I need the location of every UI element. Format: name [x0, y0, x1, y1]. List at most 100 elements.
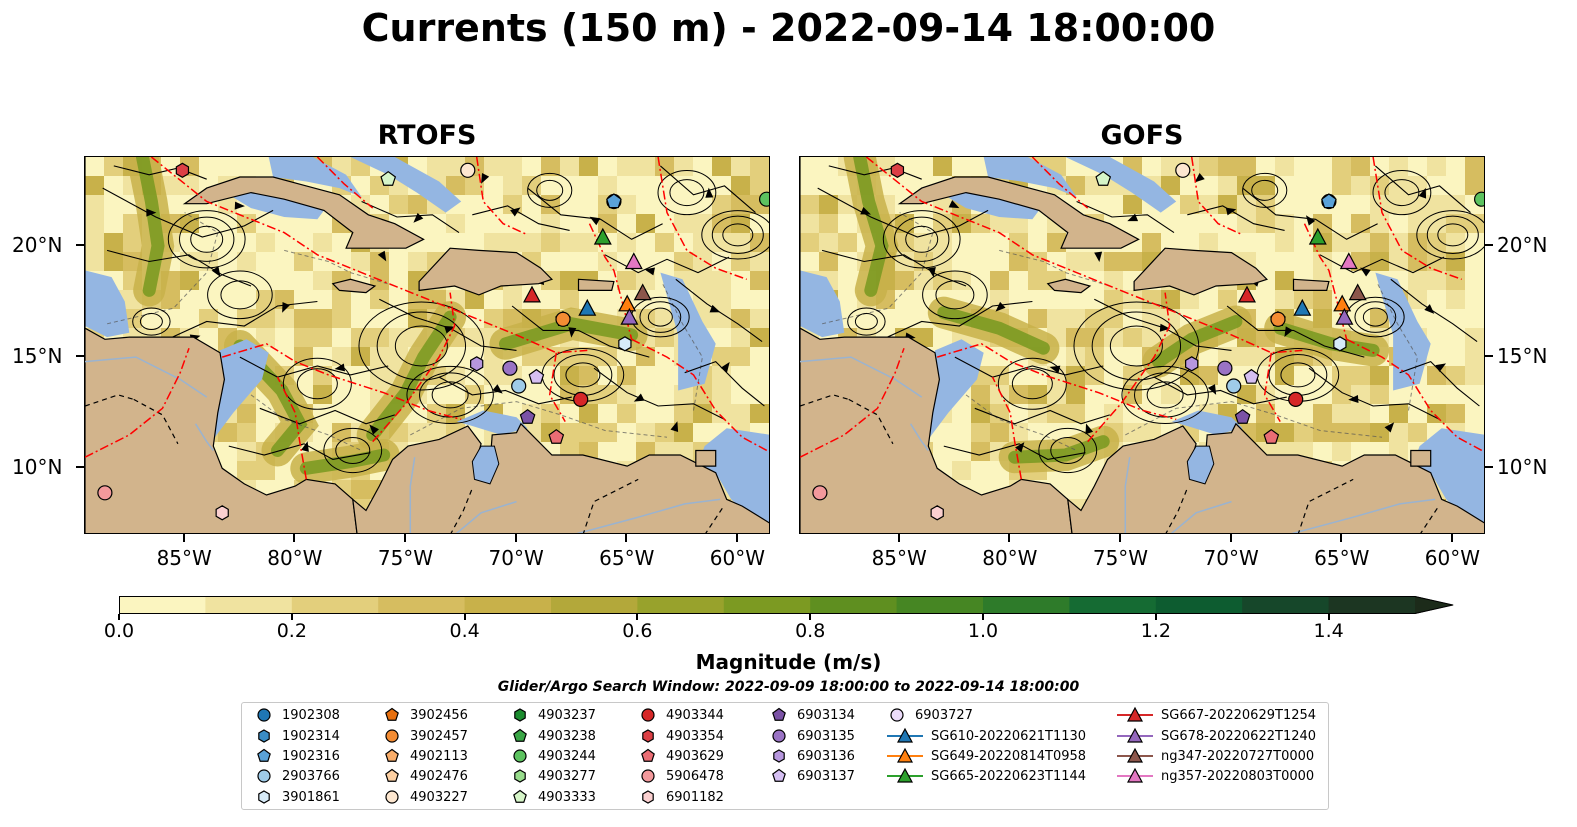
legend-marker-icon — [1117, 727, 1153, 743]
streamline-arrow — [633, 393, 645, 402]
lat-tick-mark — [1485, 466, 1493, 469]
streamline-arrow — [413, 212, 424, 223]
depth-contour — [965, 394, 1077, 451]
eddy-streamline — [1121, 365, 1209, 425]
land-puertoRico — [577, 278, 615, 291]
marker-4903244 — [759, 191, 769, 207]
eddy-streamline — [922, 270, 988, 320]
eddy-streamline — [854, 313, 878, 331]
eez-boundary — [800, 347, 905, 458]
eddy-streamline — [167, 210, 246, 269]
border-line — [1297, 478, 1354, 533]
streamline — [106, 249, 252, 287]
legend-item: SG610-20220621T1130 — [887, 726, 1086, 746]
streamline — [1242, 187, 1378, 240]
lon-tick-label: 70°W — [1203, 546, 1259, 570]
marker-ng357-20220803T0000 — [1339, 252, 1358, 270]
eez-boundary — [991, 376, 1023, 480]
legend-item: 4903227 — [382, 787, 468, 807]
map-canvas — [800, 157, 1484, 533]
streamline-arrow — [1435, 363, 1447, 373]
legend-marker-icon — [513, 749, 527, 763]
map-panel-rtofs[interactable] — [84, 156, 770, 534]
legend: 1902308 1902314 1902316 2903766 3901861 39024… — [241, 702, 1329, 810]
eddy-streamline — [639, 301, 682, 333]
colorbar-title: Magnitude (m/s) — [695, 650, 882, 674]
colorbar-segment — [205, 596, 293, 614]
eez-boundary — [150, 157, 588, 354]
river — [1291, 498, 1436, 533]
current-jet-core — [299, 448, 391, 475]
eddy-streamline — [1372, 169, 1432, 216]
search-window-text: Glider/Argo Search Window: 2022-09-09 18… — [497, 679, 1080, 695]
river — [1124, 457, 1131, 533]
streamline-arrow — [995, 301, 1006, 312]
legend-label: 1902314 — [282, 728, 340, 744]
legend-label: 5906478 — [666, 768, 724, 784]
current-jet-core — [853, 157, 889, 297]
legend-marker-icon — [887, 747, 923, 763]
eddy-streamline — [1362, 307, 1388, 327]
marker-SG665-20220623T1144 — [593, 227, 612, 245]
eez-boundary — [657, 157, 747, 281]
eez-boundary — [1263, 352, 1281, 422]
river — [409, 457, 416, 533]
legend-marker-icon — [385, 707, 399, 721]
streamline — [877, 300, 1033, 343]
colorbar-extend-arrow — [1415, 596, 1454, 614]
legend-marker-icon — [887, 767, 923, 783]
land-hispaniola — [1133, 247, 1269, 296]
marker-SG665-20220623T1144 — [1308, 227, 1327, 245]
legend-item: 5906478 — [638, 766, 724, 786]
colorbar-segment — [810, 596, 898, 614]
eez-boundary — [276, 376, 308, 480]
legend-marker-icon — [513, 789, 527, 803]
legend-label: ng357-20220803T0000 — [1161, 768, 1315, 784]
legend-marker-icon — [641, 769, 655, 783]
streamline — [239, 356, 389, 378]
map-canvas — [85, 157, 769, 533]
legend-marker-icon — [258, 790, 270, 804]
shallow-water-area — [928, 339, 984, 440]
marker-3901861 — [1333, 336, 1347, 352]
lat-tick-label: 10°N — [12, 455, 63, 480]
eddy-streamline — [1011, 368, 1053, 400]
legend-label: 4903237 — [538, 707, 596, 723]
lat-tick-label: 15°N — [12, 344, 63, 369]
colorbar-tick-label: 0.6 — [622, 620, 653, 642]
legend-label: 6903136 — [797, 748, 855, 764]
legend-marker-icon — [514, 769, 526, 783]
colorbar-segment — [1328, 596, 1416, 614]
marker-ng347-20220727T0000 — [633, 283, 652, 301]
legend-marker-icon — [513, 728, 527, 742]
current-jet-core — [1273, 321, 1380, 357]
eez-boundary — [1087, 292, 1171, 443]
shallow-water-area — [456, 410, 528, 435]
eddy-streamline — [894, 216, 950, 262]
legend-item: 4903244 — [510, 746, 596, 766]
marker-ng357-20220803T0000 — [624, 252, 643, 270]
streamline-arrow — [234, 201, 245, 210]
streamline-arrow — [334, 363, 346, 372]
legend-label: 6903135 — [797, 728, 855, 744]
legend-label: 1902316 — [282, 748, 340, 764]
legend-label: 4903238 — [538, 728, 596, 744]
streamline-arrow — [1207, 384, 1217, 395]
land-cuba — [897, 176, 1140, 249]
streamline-arrow — [1305, 215, 1316, 226]
legend-item: SG649-20220814T0958 — [887, 746, 1086, 766]
marker-4903344 — [1288, 391, 1304, 407]
lat-tick-label: 15°N — [1497, 344, 1548, 369]
streamline — [162, 300, 318, 343]
eddy-streamline — [1416, 210, 1484, 260]
marker-SG649-20220814T0958 — [1333, 294, 1352, 312]
legend-label: 6903727 — [915, 707, 973, 723]
colorbar-tick-mark — [1327, 614, 1330, 620]
map-panel-gofs[interactable] — [799, 156, 1485, 534]
legend-label: 4902113 — [410, 748, 468, 764]
eddy-streamline — [657, 169, 717, 216]
streamline-arrow — [568, 327, 577, 338]
land-jamaica — [331, 278, 377, 294]
eddy-streamline — [431, 381, 469, 409]
eddy-streamline — [335, 437, 371, 465]
